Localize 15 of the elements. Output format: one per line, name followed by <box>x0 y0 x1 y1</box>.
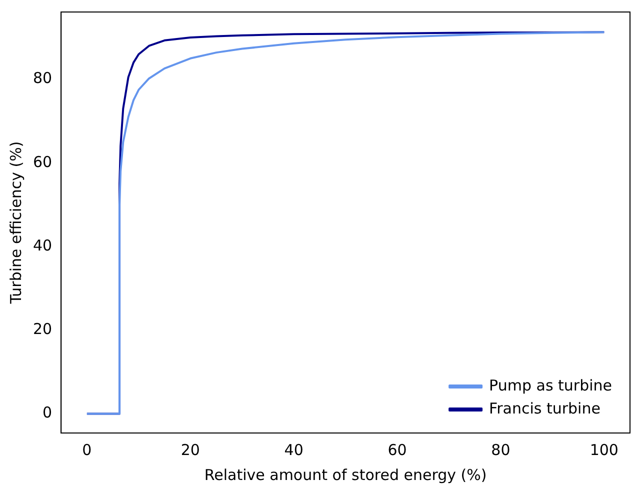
x-axis-title: Relative amount of stored energy (%) <box>204 466 487 484</box>
y-tick-label: 60 <box>32 152 52 171</box>
y-tick-label: 80 <box>32 69 52 88</box>
y-axis-title: Turbine efficiency (%) <box>6 141 25 305</box>
legend-label: Pump as turbine <box>489 376 612 394</box>
x-tick-label: 20 <box>180 440 200 459</box>
x-tick-label: 60 <box>388 440 407 459</box>
x-tick-label: 40 <box>284 440 304 459</box>
y-tick-label: 0 <box>42 404 52 422</box>
x-tick-label: 80 <box>491 440 510 459</box>
x-tick-label: 0 <box>82 440 92 459</box>
y-tick-label: 40 <box>32 236 52 254</box>
legend-label: Francis turbine <box>489 399 600 418</box>
x-tick-label: 100 <box>590 440 618 459</box>
y-tick-label: 20 <box>32 320 52 338</box>
